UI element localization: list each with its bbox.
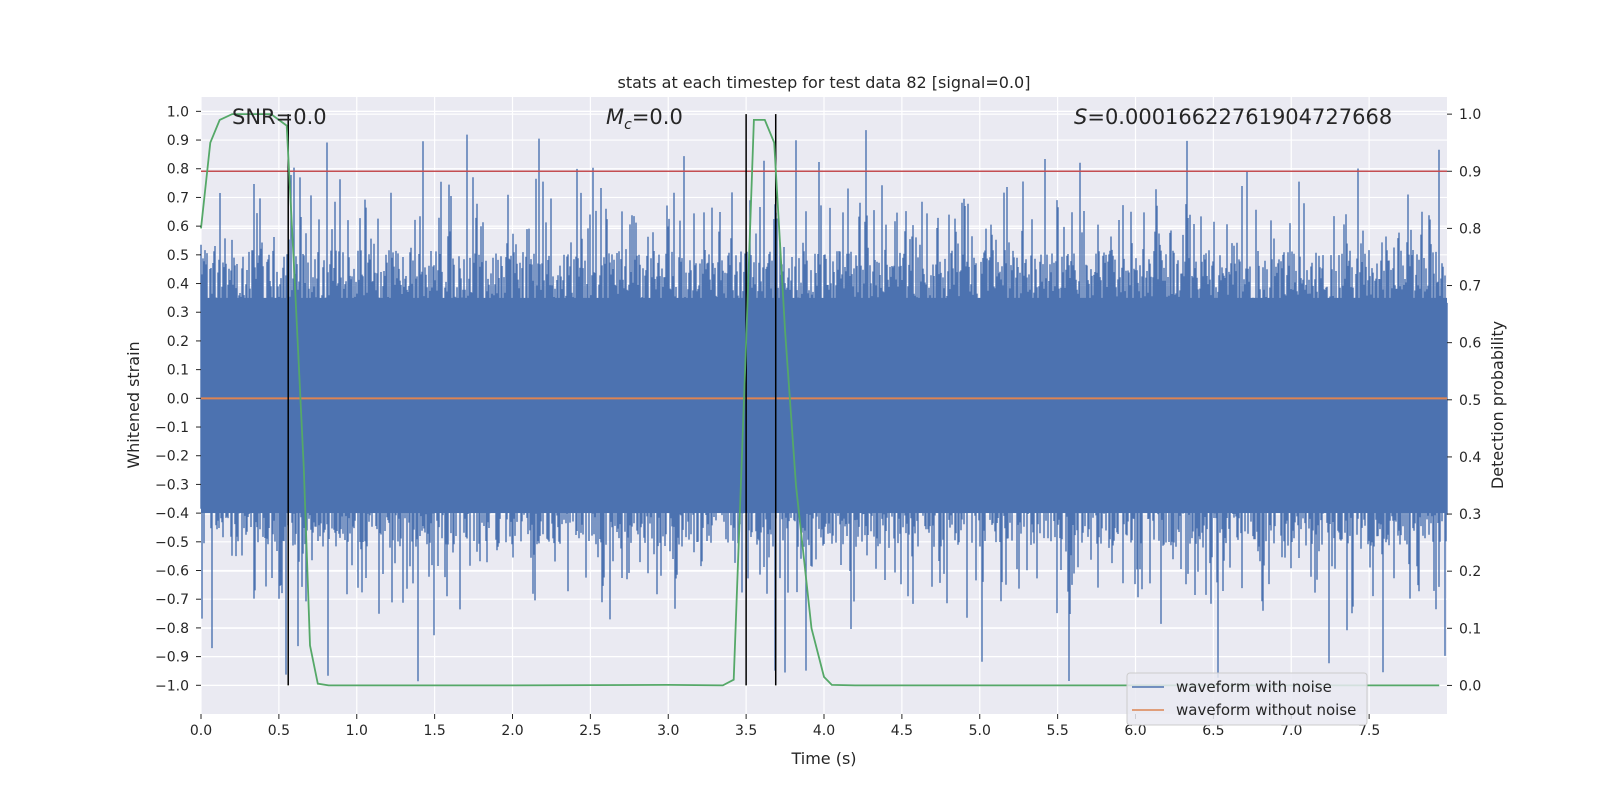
y2-tick-label: 0.5 [1459,393,1481,409]
x-tick-label: 2.0 [501,723,523,739]
chirp-mass-value: =0.0 [632,105,683,129]
legend-label-noise: waveform with noise [1176,678,1332,696]
x-tick-label: 0.5 [268,723,290,739]
x-tick-label: 7.0 [1280,723,1302,739]
x-tick-label: 5.5 [1046,723,1068,739]
y2-tick-label: 0.2 [1459,564,1481,580]
y2-tick-label: 0.4 [1459,450,1481,466]
y-tick-label: 0.1 [167,363,189,379]
y2-tick-label: 0.0 [1459,678,1481,694]
x-tick-label: 4.0 [813,723,835,739]
y-axis-label: Whitened strain [124,341,143,468]
y-tick-label: −0.8 [155,621,189,637]
chirp-mass-subscript: c [624,117,632,133]
y-tick-label: 0.5 [167,248,189,264]
y-tick-label: 0.6 [167,219,189,235]
y-tick-label: 0.4 [167,277,189,293]
x-axis-label: Time (s) [790,749,856,768]
x-tick-label: 1.0 [346,723,368,739]
y2-tick-label: 1.0 [1459,107,1481,123]
legend-box [1126,672,1368,726]
s-symbol: S [1074,105,1087,129]
y-tick-label: −0.3 [155,477,189,493]
noise-waveform-band [201,297,1447,514]
x-tick-label: 6.5 [1202,723,1224,739]
detection-probability-line [200,113,1440,687]
y2-tick-label: 0.9 [1459,164,1481,180]
y2-tick-label: 0.8 [1459,221,1481,237]
x-tick-label: 6.0 [1124,723,1146,739]
y-tick-label: −0.5 [155,535,189,551]
legend: waveform with noise waveform without noi… [1126,672,1368,726]
legend-label-clean: waveform without noise [1176,701,1356,719]
y-tick-label: −1.0 [155,678,189,694]
x-tick-label: 4.5 [891,723,913,739]
x-tick-label: 7.5 [1358,723,1380,739]
y-tick-label: −0.9 [155,650,189,666]
chirp-mass-symbol: M [606,105,624,129]
x-tick-label: 3.0 [657,723,679,739]
x-tick-label: 2.5 [579,723,601,739]
y-tick-label: 0.8 [167,162,189,178]
y2-tick-label: 0.1 [1459,621,1481,637]
y-tick-label: 1.0 [167,104,189,120]
y2-axis-label: Detection probability [1488,321,1507,489]
y2-tick-label: 0.7 [1459,279,1481,295]
y-tick-label: −0.6 [155,564,189,580]
y-tick-label: 0.3 [167,305,189,321]
y2-tick-label: 0.3 [1459,507,1481,523]
chirp-mass-annotation: Mc=0.0 [606,105,683,133]
overlays [200,113,1447,687]
axes: 0.0 0.5 1.0 1.5 2.0 2.5 3.0 3.5 4.0 4.5 5.0 5.5 6.0 6… [155,104,1481,739]
y-tick-label: 0.2 [167,334,189,350]
chart-title: stats at each timestep for test data 82 … [618,73,1031,92]
y-tick-label: −0.2 [155,449,189,465]
y-tick-label: −0.4 [155,506,189,522]
series-waveform-with-noise [200,130,1448,682]
x-tick-label: 1.5 [423,723,445,739]
y-tick-label: 0.0 [167,391,189,407]
y2-tick-label: 0.6 [1459,336,1481,352]
y-tick-label: 0.7 [167,190,189,206]
y-tick-label: −0.7 [155,592,189,608]
x-tick-label: 0.0 [190,723,212,739]
x-tick-label: 5.0 [969,723,991,739]
s-value: =0.00016622761904727668 [1087,105,1392,129]
y-tick-label: −0.1 [155,420,189,436]
x-tick-label: 3.5 [735,723,757,739]
s-annotation: S=0.00016622761904727668 [1074,105,1392,129]
y-tick-label: 0.9 [167,133,189,149]
snr-annotation: SNR=0.0 [232,105,327,129]
